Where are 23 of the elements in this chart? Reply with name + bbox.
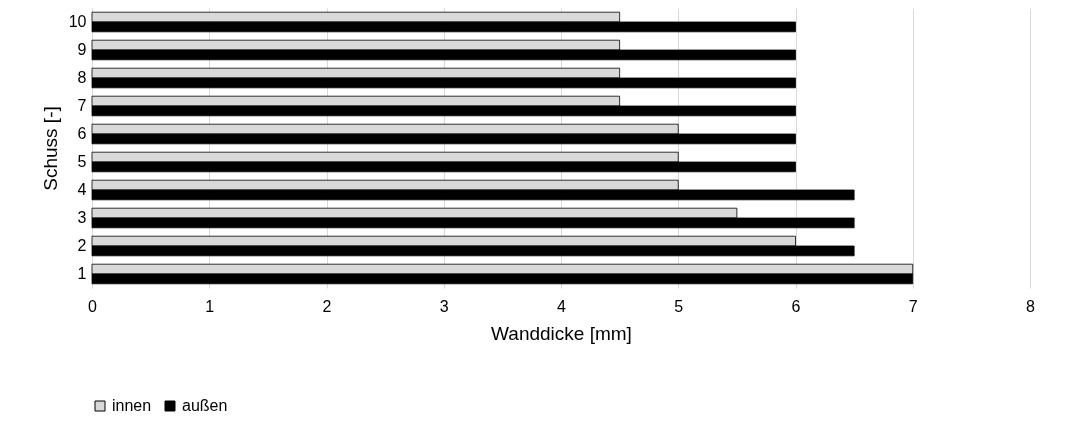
y-tick-label: 9	[77, 41, 87, 58]
legend-label: innen	[112, 397, 152, 414]
y-tick-label: 7	[77, 97, 87, 114]
y-axis-title: Schuss [-]	[39, 106, 61, 191]
x-tick-label: 6	[791, 297, 801, 315]
x-tick-label: 2	[322, 297, 332, 315]
x-tick-label: 3	[439, 297, 449, 315]
x-tick-label: 8	[1026, 297, 1036, 315]
y-tick-label: 5	[77, 153, 87, 170]
y-tick-label: 1	[77, 265, 87, 282]
y-tick-label: 2	[77, 237, 87, 254]
legend-label: außen	[182, 397, 228, 414]
x-tick-label: 7	[908, 297, 918, 315]
y-tick-label: 8	[77, 69, 87, 86]
x-tick-label: 0	[88, 297, 98, 315]
y-tick-label: 6	[77, 125, 87, 142]
y-tick-label: 4	[77, 181, 87, 198]
y-tick-label: 10	[68, 13, 87, 30]
x-axis-title: Wanddicke [mm]	[491, 322, 632, 344]
y-tick-label: 3	[77, 209, 87, 226]
x-tick-label: 1	[205, 297, 215, 315]
x-tick-label: 5	[674, 297, 684, 315]
x-tick-label: 4	[557, 297, 567, 315]
